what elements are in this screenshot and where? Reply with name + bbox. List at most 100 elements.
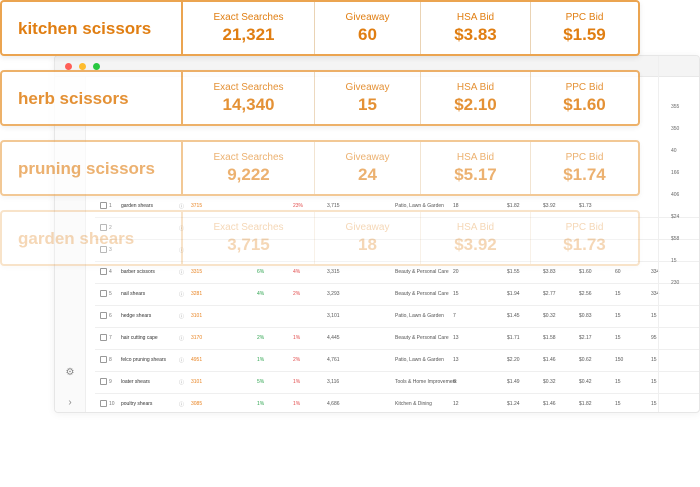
cell-v1: 3,116 (327, 379, 340, 385)
metric-exact-searches: Exact Searches 21,321 (183, 2, 314, 54)
keyword-cell: pruning scissors (2, 142, 183, 194)
cell-b5: 95 (651, 335, 657, 341)
chevron-right-icon[interactable]: › (68, 397, 72, 408)
row-checkbox[interactable] (100, 356, 107, 363)
info-icon[interactable]: ⓘ (179, 248, 185, 254)
cell-b2: $1.58 (543, 335, 556, 341)
metric-value: $1.60 (563, 95, 606, 114)
cell-b4: 15 (615, 379, 621, 385)
metric-value: $2.10 (454, 95, 497, 114)
cell-n: 18 (453, 203, 459, 209)
keyword-card[interactable]: garden shears Exact Searches 3,715 Giveaway… (0, 210, 640, 266)
cell-t1: 4% (257, 291, 265, 297)
info-icon[interactable]: ⓘ (179, 380, 185, 386)
cell-kw: loater shears (121, 379, 150, 385)
row-checkbox[interactable] (100, 378, 107, 385)
metric-value: 21,321 (222, 25, 275, 44)
cell-t2: 2% (293, 357, 301, 363)
cell-kw: garden shears (121, 203, 153, 209)
cell-n: 6 (453, 379, 456, 385)
cell-num: 9 (109, 379, 112, 385)
cell-t1: 1% (257, 357, 265, 363)
cell-n: 7 (453, 313, 456, 319)
cell-search: 3085 (191, 401, 203, 407)
cell-search: 3315 (191, 269, 203, 275)
cell-b2: $0.32 (543, 313, 556, 319)
row-checkbox[interactable] (100, 334, 107, 341)
cell-b5: 334 (651, 269, 660, 275)
info-icon[interactable]: ⓘ (179, 270, 185, 276)
keyword-cell: herb scissors (2, 72, 183, 124)
minimize-window-button[interactable] (79, 63, 86, 70)
metric-label: HSA Bid (456, 222, 495, 233)
close-window-button[interactable] (65, 63, 72, 70)
cell-num: 5 (109, 291, 112, 297)
metric-label: HSA Bid (456, 152, 495, 163)
table-row[interactable]: ⓘ 2 (95, 217, 699, 240)
cell-b2: $3.83 (543, 269, 556, 275)
row-checkbox[interactable] (100, 400, 107, 407)
table-row[interactable]: ⓘ 6 hedge shears 3101 3,101 Patio, Lawn & Gar… (95, 305, 699, 328)
cell-b1: $1.55 (507, 269, 520, 275)
info-icon[interactable]: ⓘ (179, 336, 185, 342)
cell-num: 1 (109, 203, 112, 209)
cell-b1: $1.24 (507, 401, 520, 407)
row-checkbox[interactable] (100, 224, 107, 231)
metric-label: HSA Bid (456, 82, 495, 93)
row-checkbox[interactable] (100, 290, 107, 297)
cell-t1: 5% (257, 379, 265, 385)
keyword-table: ⓘ 1 garden shears 3715 23% 3,715 Patio, Lawn &… (95, 77, 699, 412)
cell-search: 4951 (191, 357, 203, 363)
settings-icon[interactable]: ⚙ (65, 367, 75, 378)
cell-num: 6 (109, 313, 112, 319)
right-col-value: 40 (671, 148, 677, 154)
table-row[interactable]: ⓘ 1 garden shears 3715 23% 3,715 Patio, Lawn &… (95, 195, 699, 218)
cell-num: 3 (109, 247, 112, 253)
table-row[interactable]: ⓘ 3 (95, 239, 699, 262)
info-icon[interactable]: ⓘ (179, 314, 185, 320)
cell-kw: poultry shears (121, 401, 153, 407)
right-column: 355 350 40 166 406 $24 $58 15 230 (658, 56, 699, 412)
row-checkbox[interactable] (100, 246, 107, 253)
table-row[interactable]: ⓘ 8 felco pruning shears 4951 1% 2% 4,761 Patio… (95, 349, 699, 372)
info-icon[interactable]: ⓘ (179, 292, 185, 298)
row-checkbox[interactable] (100, 202, 107, 209)
row-checkbox[interactable] (100, 312, 107, 319)
table-row[interactable]: ⓘ 4 barber scissors 3315 6% 4% 3,315 Beauty & P… (95, 261, 699, 284)
keyword-card[interactable]: pruning scissors Exact Searches 9,222 Givea… (0, 140, 640, 196)
metric-hsa-bid: HSA Bid $2.10 (420, 72, 530, 124)
table-row[interactable]: ⓘ 5 nail shears 3281 4% 2% 3,293 Beauty & Perso… (95, 283, 699, 306)
keyword-card[interactable]: herb scissors Exact Searches 14,340 Giveawa… (0, 70, 640, 126)
row-checkbox[interactable] (100, 268, 107, 275)
cell-t2: 1% (293, 379, 301, 385)
cell-cat: Patio, Lawn & Garden (395, 203, 444, 209)
cell-kw: felco pruning shears (121, 357, 167, 363)
cell-t1: 6% (257, 269, 265, 275)
info-icon[interactable]: ⓘ (179, 402, 185, 408)
right-col-value: 355 (671, 104, 680, 110)
table-row[interactable]: ⓘ 9 loater shears 3101 5% 1% 3,116 Tools & Home… (95, 371, 699, 394)
cell-b4: 150 (615, 357, 624, 363)
cell-b4: 15 (615, 291, 621, 297)
info-icon[interactable]: ⓘ (179, 358, 185, 364)
left-rail: ⚙ › (55, 77, 86, 412)
info-icon[interactable]: ⓘ (179, 226, 185, 232)
table-row[interactable]: ⓘ 10 poultry shears 3085 1% 1% 4,686 Kitchen & … (95, 393, 699, 412)
metric-value: $3.92 (454, 235, 497, 254)
cell-kw: barber scissors (121, 269, 155, 275)
keyword-card[interactable]: kitchen scissors Exact Searches 21,321 Give… (0, 0, 640, 56)
keyword-cell: garden shears (2, 212, 183, 264)
info-icon[interactable]: ⓘ (179, 204, 185, 210)
cell-n: 20 (453, 269, 459, 275)
cell-v1: 4,686 (327, 401, 340, 407)
metric-giveaway: Giveaway 15 (314, 72, 420, 124)
cell-b5: 15 (651, 313, 657, 319)
metric-value: 24 (358, 165, 377, 184)
metric-label: Giveaway (345, 82, 390, 93)
metric-value: $3.83 (454, 25, 497, 44)
table-row[interactable]: ⓘ 7 hair cutting cape 3170 2% 1% 4,445 Beauty &… (95, 327, 699, 350)
cell-b3: $0.83 (579, 313, 592, 319)
maximize-window-button[interactable] (93, 63, 100, 70)
right-col-value: 350 (671, 126, 680, 132)
cell-n: 13 (453, 335, 459, 341)
